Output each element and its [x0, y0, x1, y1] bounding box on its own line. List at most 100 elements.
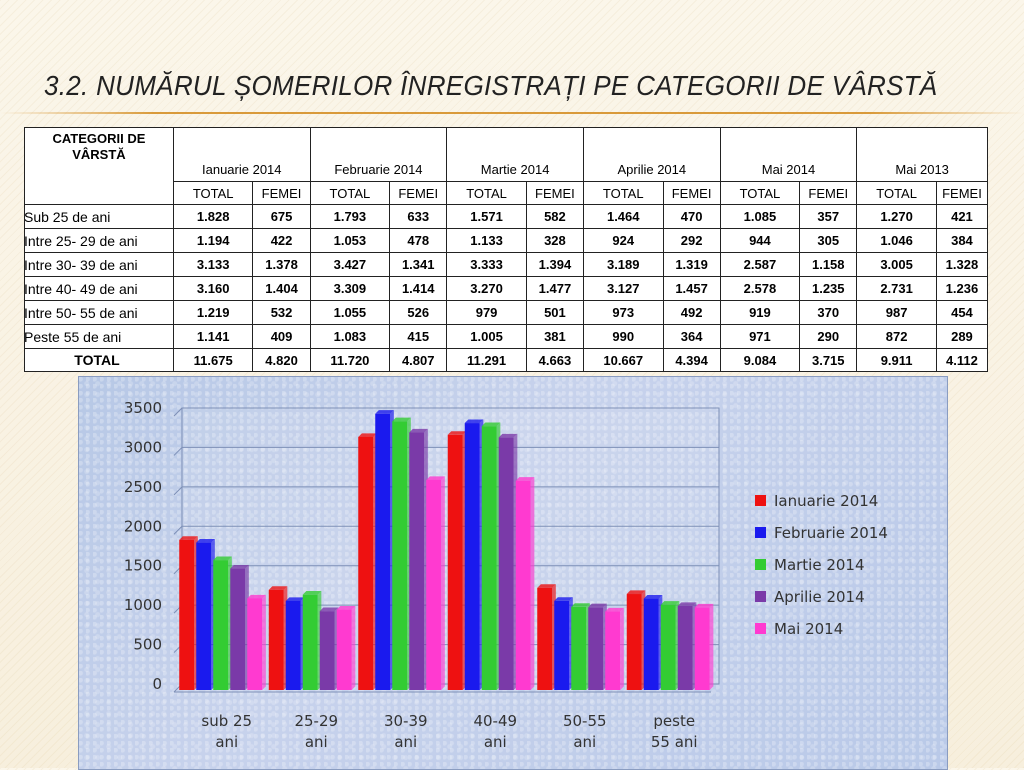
gridline-depth: [173, 447, 183, 456]
women-value-cell: 501: [525, 300, 584, 325]
bar: [605, 611, 621, 690]
bar: [285, 600, 301, 690]
y-tick-label: 2500: [124, 478, 162, 496]
gridline-depth: [173, 525, 183, 535]
legend-label: Ianuarie 2014: [774, 492, 878, 510]
age-category-label: Intre 40- 49 de ani: [24, 276, 174, 301]
women-value-cell: 3.715: [799, 348, 858, 372]
month-header: Aprilie 2014: [582, 127, 721, 182]
bar-top: [230, 564, 249, 569]
bar-side: [262, 594, 266, 690]
bar: [481, 426, 497, 690]
x-tick-label: ani: [305, 733, 328, 751]
bar-top: [571, 603, 590, 607]
women-value-cell: 532: [252, 300, 311, 325]
category-header: CATEGORII DE VÂRSTĂ: [24, 127, 174, 205]
bar: [447, 434, 463, 690]
total-subheader: TOTAL: [856, 181, 937, 205]
bar: [179, 539, 195, 690]
bar: [319, 611, 335, 690]
table-total-row: TOTAL 11.675 4.820 11.720 4.807 11.291 4.663 10…: [24, 348, 989, 372]
total-value-cell: 979: [446, 300, 527, 325]
table-row: Intre 25- 29 de ani 1.194 422 1.053 478 1.133…: [24, 228, 989, 253]
women-value-cell: 4.112: [935, 348, 989, 372]
slide-title: 3.2. NUMĂRUL ȘOMERILOR ÎNREGISTRAȚI PE C…: [44, 70, 938, 101]
x-tick-label: 25-29: [294, 712, 338, 730]
table-row: Intre 40- 49 de ani 3.160 1.404 3.309 1.414 3…: [24, 276, 989, 301]
women-value-cell: 409: [252, 324, 311, 349]
women-value-cell: 292: [662, 228, 721, 253]
total-value-cell: 973: [582, 300, 664, 325]
bar: [302, 594, 318, 690]
bar-top: [660, 601, 680, 605]
women-subheader: FEMEI: [799, 181, 858, 205]
bar: [694, 607, 710, 690]
bar: [268, 589, 284, 690]
bar: [426, 479, 442, 690]
bar: [626, 594, 642, 690]
x-tick-label: 55 ani: [651, 733, 698, 751]
table-row: Intre 30- 39 de ani 3.133 1.378 3.427 1.341 3…: [24, 252, 989, 277]
bar-top: [426, 476, 445, 480]
x-tick-label: 30-39: [384, 712, 428, 730]
women-value-cell: 1.378: [252, 252, 311, 277]
women-subheader: FEMEI: [252, 181, 311, 205]
women-value-cell: 421: [935, 204, 989, 229]
bar-top: [247, 594, 266, 599]
bar-top: [302, 591, 322, 595]
bar-top: [643, 594, 663, 599]
bar: [588, 607, 604, 690]
legend-swatch: [755, 591, 766, 602]
women-value-cell: 1.236: [935, 276, 989, 301]
bar-top: [358, 433, 377, 437]
bar-top: [588, 603, 607, 608]
women-value-cell: 1.394: [525, 252, 584, 277]
bar-top: [375, 410, 394, 414]
women-value-cell: 415: [389, 324, 448, 349]
y-tick-label: 2000: [124, 517, 162, 535]
bar-top: [481, 422, 501, 427]
total-value-cell: 9.084: [719, 348, 801, 372]
women-value-cell: 381: [525, 324, 584, 349]
month-header: Ianuarie 2014: [172, 127, 311, 182]
women-value-cell: 4.663: [525, 348, 584, 372]
total-value-cell: 1.571: [446, 204, 527, 229]
women-value-cell: 582: [525, 204, 584, 229]
y-tick-label: 3500: [124, 399, 162, 417]
bar-top: [515, 477, 535, 481]
bar: [375, 413, 391, 690]
total-value-cell: 11.720: [309, 348, 391, 372]
bar-top: [605, 607, 624, 612]
bar-top: [213, 556, 232, 561]
women-value-cell: 633: [389, 204, 448, 229]
month-header: Mai 2013: [856, 127, 988, 182]
total-value-cell: 11.291: [446, 348, 527, 372]
women-value-cell: 422: [252, 228, 311, 253]
total-value-cell: 3.189: [582, 252, 664, 277]
women-value-cell: 1.414: [389, 276, 448, 301]
bar: [677, 605, 693, 690]
bar-chart-svg: 0 500 1000 1500 2000 2500 3000 3500 sub 25 ani 25-…: [124, 399, 888, 751]
bar-top: [554, 597, 573, 601]
legend-label: Mai 2014: [774, 620, 843, 638]
month-header: Februarie 2014: [309, 127, 448, 182]
total-value-cell: 1.133: [446, 228, 527, 253]
bar-top: [196, 539, 215, 543]
age-category-label: Intre 30- 39 de ani: [24, 252, 174, 277]
x-tick-label: peste: [653, 712, 695, 730]
legend-label: Martie 2014: [774, 556, 865, 574]
total-value-cell: 2.731: [856, 276, 937, 301]
bar: [247, 598, 263, 690]
bar-top: [409, 428, 428, 433]
bar-top: [179, 536, 198, 540]
bar: [392, 421, 408, 690]
total-subheader: TOTAL: [172, 181, 254, 205]
bar: [213, 560, 229, 690]
gridline-depth: [173, 407, 183, 417]
bar-top: [285, 597, 305, 601]
women-value-cell: 289: [935, 324, 989, 349]
y-tick-label: 500: [133, 636, 162, 654]
women-value-cell: 364: [662, 324, 721, 349]
total-subheader: TOTAL: [309, 181, 391, 205]
bar-top: [268, 586, 288, 590]
